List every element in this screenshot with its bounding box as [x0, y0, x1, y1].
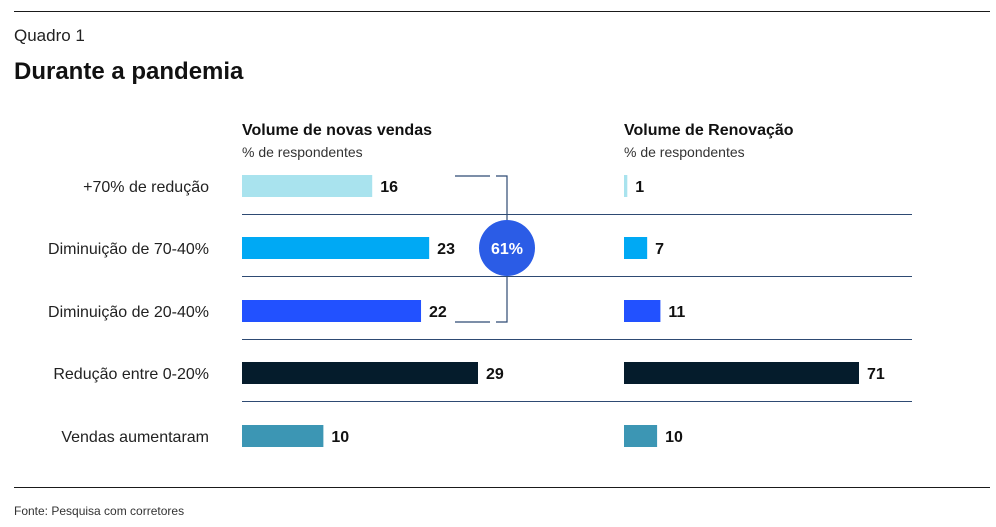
- data-label: 71: [867, 366, 885, 383]
- panel-title: Volume de novas vendas: [242, 122, 432, 139]
- bar: [242, 175, 373, 197]
- panel-subtitle: % de respondentes: [242, 144, 363, 160]
- total-badge-label: 61%: [491, 241, 523, 258]
- data-label: 23: [437, 241, 455, 258]
- panel-title: Volume de Renovação: [624, 122, 794, 139]
- data-label: 10: [665, 429, 683, 446]
- data-label: 22: [429, 304, 447, 321]
- category-label: Redução entre 0-20%: [53, 366, 209, 383]
- bar: [242, 237, 430, 259]
- exhibit-number: Quadro 1: [14, 26, 85, 45]
- source-note: Fonte: Pesquisa com corretores: [14, 504, 185, 518]
- bar: [624, 175, 628, 197]
- bar: [624, 362, 859, 384]
- top-rule: [14, 11, 990, 12]
- bar: [242, 362, 478, 384]
- bar: [624, 300, 661, 322]
- panel-subtitle: % de respondentes: [624, 144, 745, 160]
- data-label: 11: [668, 304, 685, 321]
- data-label: 1: [635, 179, 644, 196]
- total-badge: [479, 220, 535, 276]
- data-label: 7: [655, 241, 664, 258]
- data-label: 10: [331, 429, 349, 446]
- bar: [242, 300, 422, 322]
- category-label: +70% de redução: [83, 179, 209, 196]
- bar: [624, 425, 658, 447]
- page-title: Durante a pandemia: [14, 58, 244, 85]
- data-label: 29: [486, 366, 504, 383]
- data-label: 16: [380, 179, 398, 196]
- category-label: Vendas aumentaram: [61, 429, 209, 446]
- category-label: Diminuição de 70-40%: [48, 241, 209, 258]
- bar: [624, 237, 648, 259]
- category-label: Diminuição de 20-40%: [48, 304, 209, 321]
- bottom-rule: [14, 487, 990, 488]
- bar: [242, 425, 324, 447]
